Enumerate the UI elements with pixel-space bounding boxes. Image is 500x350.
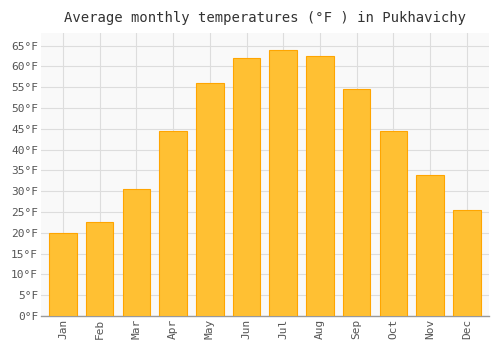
Bar <box>416 175 444 316</box>
Bar <box>343 89 370 316</box>
Title: Average monthly temperatures (°F ) in Pukhavichy: Average monthly temperatures (°F ) in Pu… <box>64 11 466 25</box>
Bar <box>122 189 150 316</box>
Bar <box>380 131 407 316</box>
Bar <box>160 131 187 316</box>
Bar <box>453 210 480 316</box>
Bar <box>86 222 114 316</box>
Bar <box>49 233 76 316</box>
Bar <box>233 58 260 316</box>
Bar <box>306 56 334 316</box>
Bar <box>196 83 224 316</box>
Bar <box>270 50 297 316</box>
